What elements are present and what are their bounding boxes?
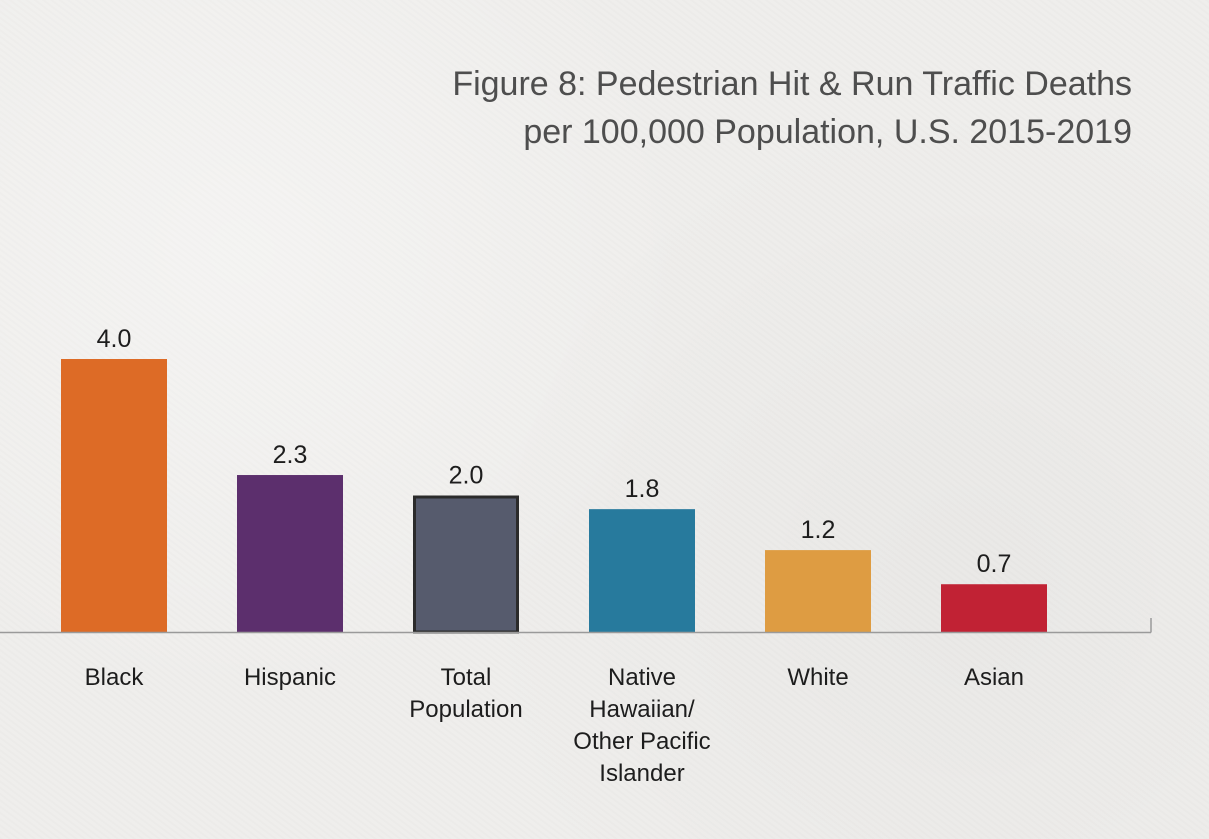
bar-2: [413, 495, 519, 634]
category-label-3-line-0: Native: [608, 664, 676, 691]
value-label-1: 2.3: [273, 441, 308, 469]
value-label-4: 1.2: [801, 516, 836, 544]
value-label-3: 1.8: [625, 475, 660, 503]
category-label-3: Native Hawaiian/Other Pacific Islander: [573, 664, 710, 787]
bar-3: [589, 509, 695, 632]
category-label-4: White: [787, 664, 848, 691]
category-label-0: Black: [85, 664, 145, 691]
category-label-5-line-0: Asian: [964, 664, 1024, 691]
bar-4: [765, 550, 871, 632]
value-label-2: 2.0: [449, 462, 484, 490]
bar-0: [61, 359, 167, 632]
category-label-3-line-3: Islander: [599, 760, 684, 787]
bar-5: [941, 584, 1047, 632]
bar-1: [237, 475, 343, 632]
category-label-3-line-2: Other Pacific: [573, 728, 710, 755]
category-label-1: Hispanic: [244, 664, 336, 691]
value-label-5: 0.7: [977, 550, 1012, 578]
category-label-0-line-0: Black: [85, 664, 145, 691]
category-label-2: Total Population: [409, 664, 522, 723]
category-label-5: Asian: [964, 664, 1024, 691]
chart-title-line-2: per 100,000 Population, U.S. 2015-2019: [523, 113, 1132, 151]
category-label-3-line-1: Hawaiian/: [589, 696, 695, 723]
chart-title: Figure 8: Pedestrian Hit & Run Traffic D…: [232, 60, 1132, 156]
chart-title-line-1: Figure 8: Pedestrian Hit & Run Traffic D…: [452, 65, 1132, 103]
category-label-1-line-0: Hispanic: [244, 664, 336, 691]
value-label-0: 4.0: [97, 325, 132, 353]
category-label-4-line-0: White: [787, 664, 848, 691]
category-label-2-line-0: Total: [441, 664, 492, 691]
category-label-2-line-1: Population: [409, 696, 522, 723]
